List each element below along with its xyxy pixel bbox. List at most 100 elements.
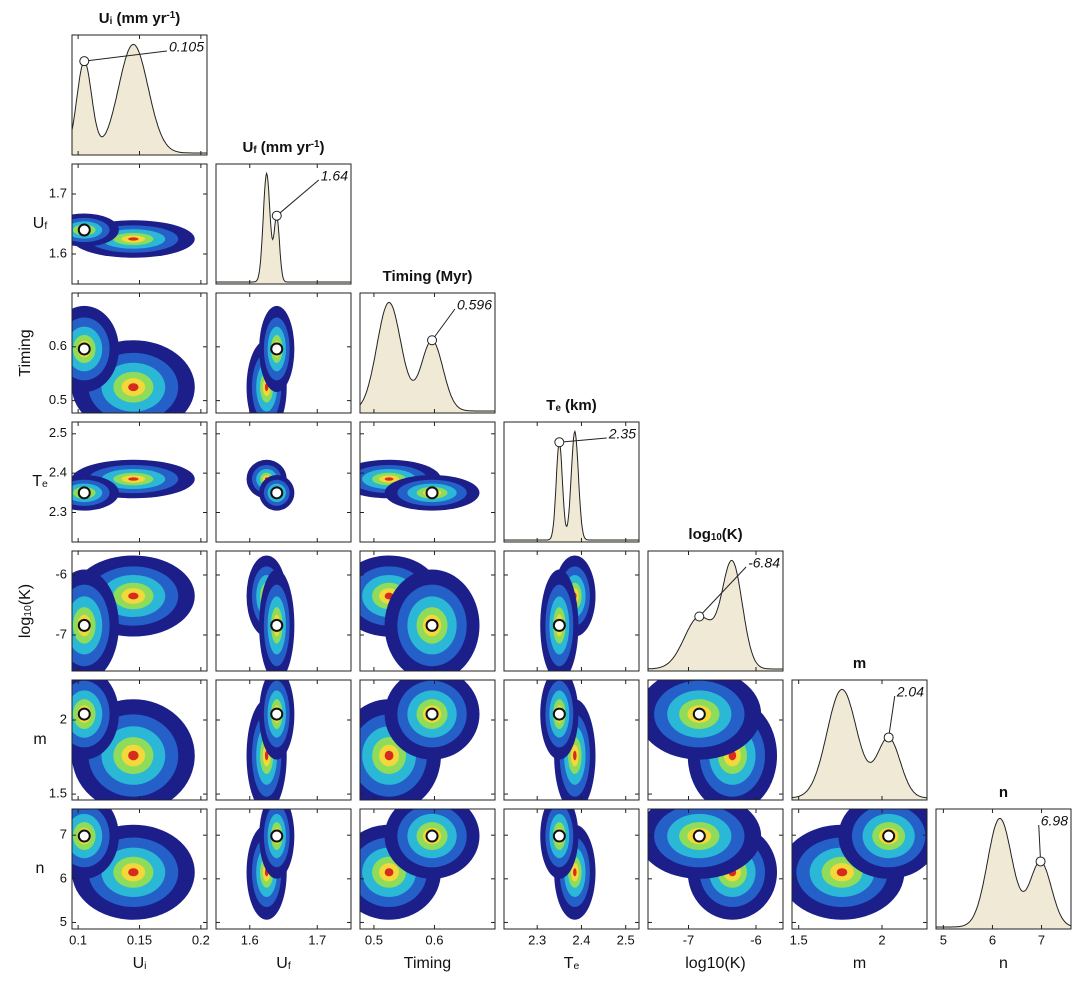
x-tick-label: 1.5 — [790, 932, 808, 947]
x-axis-label: m — [853, 955, 866, 972]
panel-frame — [359, 550, 496, 672]
y-tick-label: 2.4 — [49, 465, 67, 480]
heatmap — [72, 459, 195, 511]
heatmap — [72, 305, 195, 413]
best-point — [425, 829, 439, 843]
label-part: f — [44, 221, 47, 232]
label-part: Timing — [17, 329, 34, 376]
y-tick-label: -6 — [55, 566, 67, 581]
density-blob — [573, 750, 577, 761]
heatmap — [246, 809, 295, 920]
heatmap — [72, 809, 195, 920]
x-tick-label: -6 — [750, 932, 762, 947]
best-point — [692, 707, 706, 721]
label-part: 10 — [23, 605, 34, 617]
best-value-label: 6.98 — [1041, 813, 1068, 829]
panel-frame — [503, 679, 640, 801]
density — [935, 817, 1072, 930]
panel-title: Uf (mm yr-1) — [243, 139, 325, 157]
best-point — [425, 486, 439, 500]
label-part: U — [133, 955, 145, 972]
panel-title: Ui (mm yr-1) — [99, 10, 180, 28]
density — [503, 429, 640, 543]
x-tick-label: 2.3 — [528, 932, 546, 947]
x-tick-label: 1.6 — [241, 932, 259, 947]
best-point — [77, 829, 91, 843]
x-axis-label: Ui — [133, 955, 147, 972]
label-part: m — [853, 955, 866, 972]
heatmap — [72, 680, 195, 800]
panel-title: log10(K) — [688, 526, 742, 543]
label-part: m — [853, 655, 866, 672]
label-part: U — [33, 215, 45, 232]
x-tick-label: 0.6 — [425, 932, 443, 947]
label-part: e — [42, 479, 48, 490]
label-part: ) — [319, 139, 324, 156]
label-part: (mm yr — [112, 10, 166, 27]
panel-title: m — [853, 655, 866, 672]
panel-frame — [647, 808, 784, 930]
best-value-label: 0.105 — [169, 39, 204, 55]
label-part: log10(K) — [685, 955, 745, 972]
panel-frame — [359, 808, 496, 930]
best-point — [692, 829, 706, 843]
best-value-label: 2.35 — [608, 426, 636, 442]
density-blob — [264, 750, 269, 761]
best-point — [270, 486, 284, 500]
label-part: Timing — [404, 955, 451, 972]
best-point — [425, 707, 439, 721]
x-tick-label: 2.5 — [617, 932, 635, 947]
x-axis-label: Te — [564, 955, 580, 972]
panel-frame — [935, 808, 1072, 930]
x-tick-label: 0.5 — [365, 932, 383, 947]
heatmap — [792, 809, 927, 920]
leader-line — [559, 437, 607, 443]
panel-frame — [647, 550, 784, 672]
panel-frame — [647, 679, 784, 801]
x-tick-label: 1.7 — [308, 932, 326, 947]
panel-frame — [503, 550, 640, 672]
label-part: e — [574, 961, 580, 972]
panel-frame — [215, 292, 352, 414]
best-point — [270, 707, 284, 721]
heatmap — [246, 555, 295, 671]
best-point — [883, 732, 894, 743]
density-blob — [573, 868, 577, 877]
best-point — [425, 618, 439, 632]
x-tick-label: 5 — [940, 932, 947, 947]
panel-frame — [215, 679, 352, 801]
panel-frame — [215, 550, 352, 672]
label-part: i — [110, 16, 113, 27]
label-part: (K) — [722, 526, 743, 543]
label-part: n — [999, 784, 1008, 801]
panel-frame — [215, 163, 352, 285]
best-point — [77, 707, 91, 721]
panel-frame — [791, 808, 928, 930]
y-axis-label: Timing — [17, 329, 34, 376]
density — [359, 301, 496, 414]
label-part: f — [288, 961, 291, 972]
label-part: f — [253, 145, 257, 156]
panel-title: n — [999, 784, 1008, 801]
label-part: U — [99, 10, 110, 27]
heatmap — [540, 680, 596, 800]
best-point — [882, 829, 896, 843]
density-blob — [128, 750, 139, 761]
y-axis-label: Te — [32, 473, 48, 490]
density-blob — [128, 477, 139, 481]
panel-frame — [503, 808, 640, 930]
y-tick-label: 1.7 — [49, 185, 67, 200]
y-tick-label: 2 — [60, 711, 67, 726]
label-part: ) — [175, 10, 180, 27]
x-axis-label: Uf — [276, 955, 291, 972]
x-tick-label: -7 — [683, 932, 695, 947]
x-tick-label: 6 — [989, 932, 996, 947]
density-blob — [384, 477, 394, 481]
leader-line — [276, 179, 320, 217]
y-tick-label: 5 — [60, 914, 67, 929]
best-point — [77, 618, 91, 632]
label-part: m — [33, 731, 46, 748]
label-part: i — [144, 961, 146, 972]
best-point — [694, 611, 705, 622]
panel-title: Timing (Myr) — [383, 268, 473, 285]
